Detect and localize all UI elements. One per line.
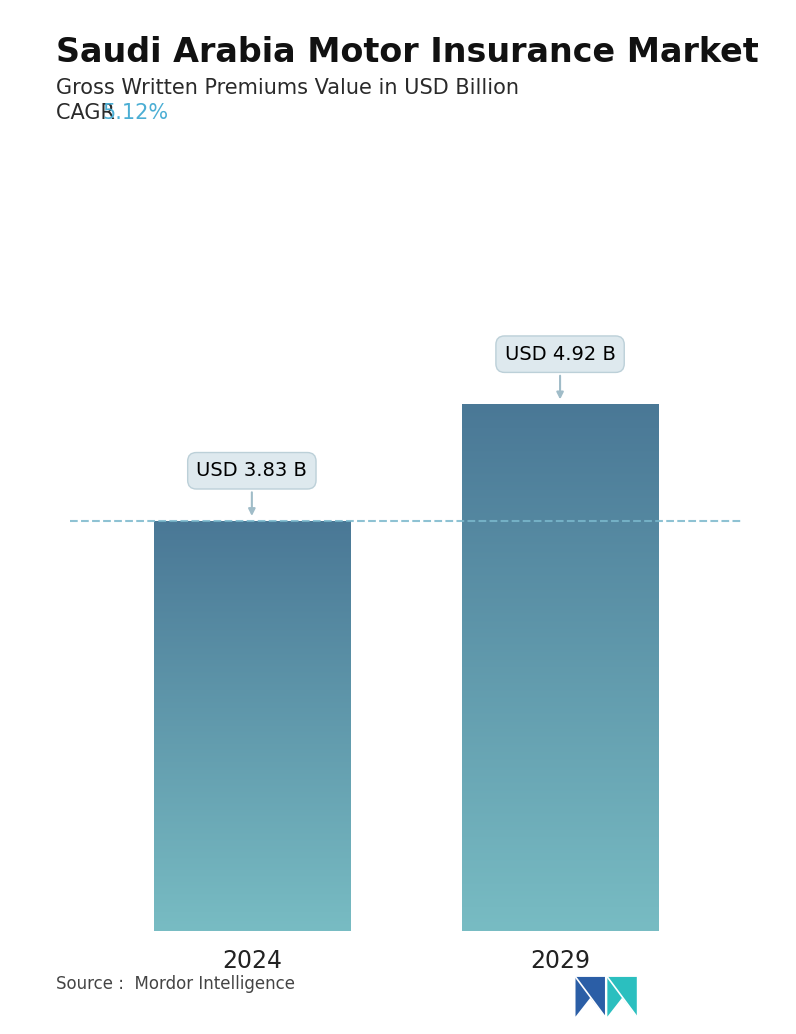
Text: Source :  Mordor Intelligence: Source : Mordor Intelligence xyxy=(56,975,295,993)
Text: 5.12%: 5.12% xyxy=(102,103,168,123)
Polygon shape xyxy=(607,977,637,1016)
Text: USD 4.92 B: USD 4.92 B xyxy=(505,344,615,397)
Text: Saudi Arabia Motor Insurance Market: Saudi Arabia Motor Insurance Market xyxy=(56,36,759,69)
Text: CAGR: CAGR xyxy=(56,103,121,123)
Text: Gross Written Premiums Value in USD Billion: Gross Written Premiums Value in USD Bill… xyxy=(56,78,519,97)
Polygon shape xyxy=(576,977,605,1016)
Text: USD 3.83 B: USD 3.83 B xyxy=(197,461,307,514)
